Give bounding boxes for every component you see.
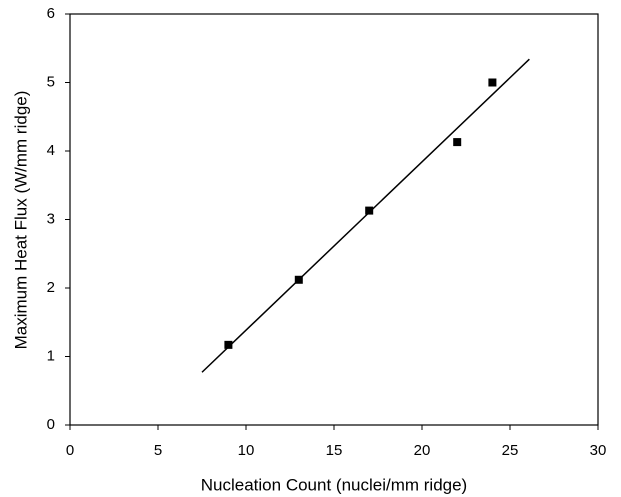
y-tick-label: 4 xyxy=(47,142,55,159)
y-tick-label: 2 xyxy=(47,279,55,296)
x-axis-title: Nucleation Count (nuclei/mm ridge) xyxy=(201,475,467,494)
x-tick-label: 20 xyxy=(414,442,431,459)
x-tick-label: 15 xyxy=(326,442,343,459)
data-point xyxy=(488,78,497,87)
plot-frame xyxy=(69,13,599,426)
y-tick-label: 6 xyxy=(47,5,55,22)
x-tick-label: 0 xyxy=(66,442,74,459)
data-point xyxy=(224,340,233,349)
y-tick-label: 0 xyxy=(47,416,55,433)
data-point xyxy=(365,206,374,215)
data-point xyxy=(294,275,303,284)
y-tick-label: 5 xyxy=(47,73,55,90)
x-tick-label: 10 xyxy=(238,442,255,459)
y-tick-label: 1 xyxy=(47,347,55,364)
y-tick-label: 3 xyxy=(47,210,55,227)
x-tick-label: 5 xyxy=(154,442,162,459)
x-tick-label: 25 xyxy=(502,442,519,459)
y-axis-title: Maximum Heat Flux (W/mm ridge) xyxy=(11,91,30,350)
x-tick-label: 30 xyxy=(590,442,607,459)
fit-line xyxy=(201,58,530,373)
data-point xyxy=(453,138,462,147)
